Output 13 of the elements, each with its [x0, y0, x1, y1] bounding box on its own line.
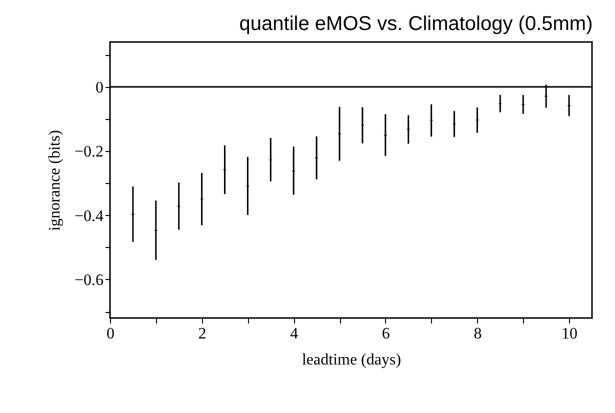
chart-title: quantile eMOS vs. Climatology (0.5mm)	[239, 13, 593, 35]
x-axis-title: leadtime (days)	[302, 352, 402, 368]
x-tick-label: 4	[290, 326, 298, 342]
y-tick-label: −0.4	[74, 208, 104, 225]
y-axis-title: ignorance (bits)	[46, 130, 64, 231]
x-tick-label: 8	[474, 326, 482, 342]
x-tick-label: 6	[382, 326, 390, 342]
y-tick-label: 0	[96, 79, 104, 96]
y-tick-label: −0.2	[74, 144, 104, 161]
x-tick-label: 10	[562, 326, 578, 342]
y-tick-label: −0.6	[74, 272, 104, 289]
x-tick-label: 0	[106, 326, 114, 342]
x-tick-label: 2	[198, 326, 206, 342]
